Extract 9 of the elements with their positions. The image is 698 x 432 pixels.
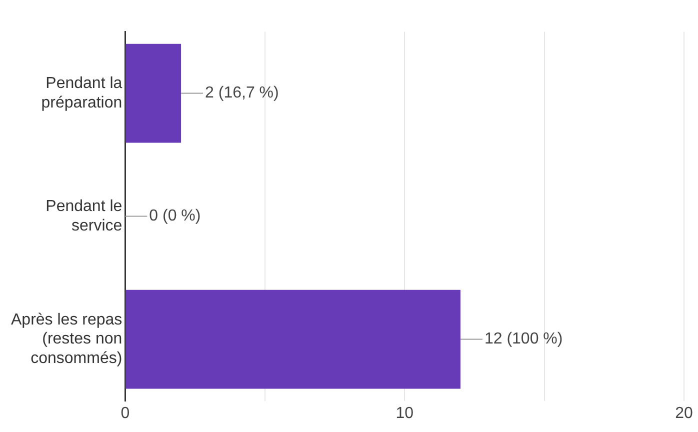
x-tick-label: 20 (675, 404, 693, 422)
data-label: 12 (100 %) (484, 330, 563, 348)
y-tick-label: Après les repas (restes non consommés) (10, 312, 122, 367)
x-tick-label: 0 (120, 404, 130, 422)
x-tick-label: 10 (396, 404, 414, 422)
data-label: 0 (0 %) (149, 208, 201, 225)
y-tick-label: Pendant le service (46, 198, 122, 234)
data-label: 2 (16,7 %) (205, 84, 279, 102)
y-tick-label: Pendant la préparation (41, 75, 122, 112)
